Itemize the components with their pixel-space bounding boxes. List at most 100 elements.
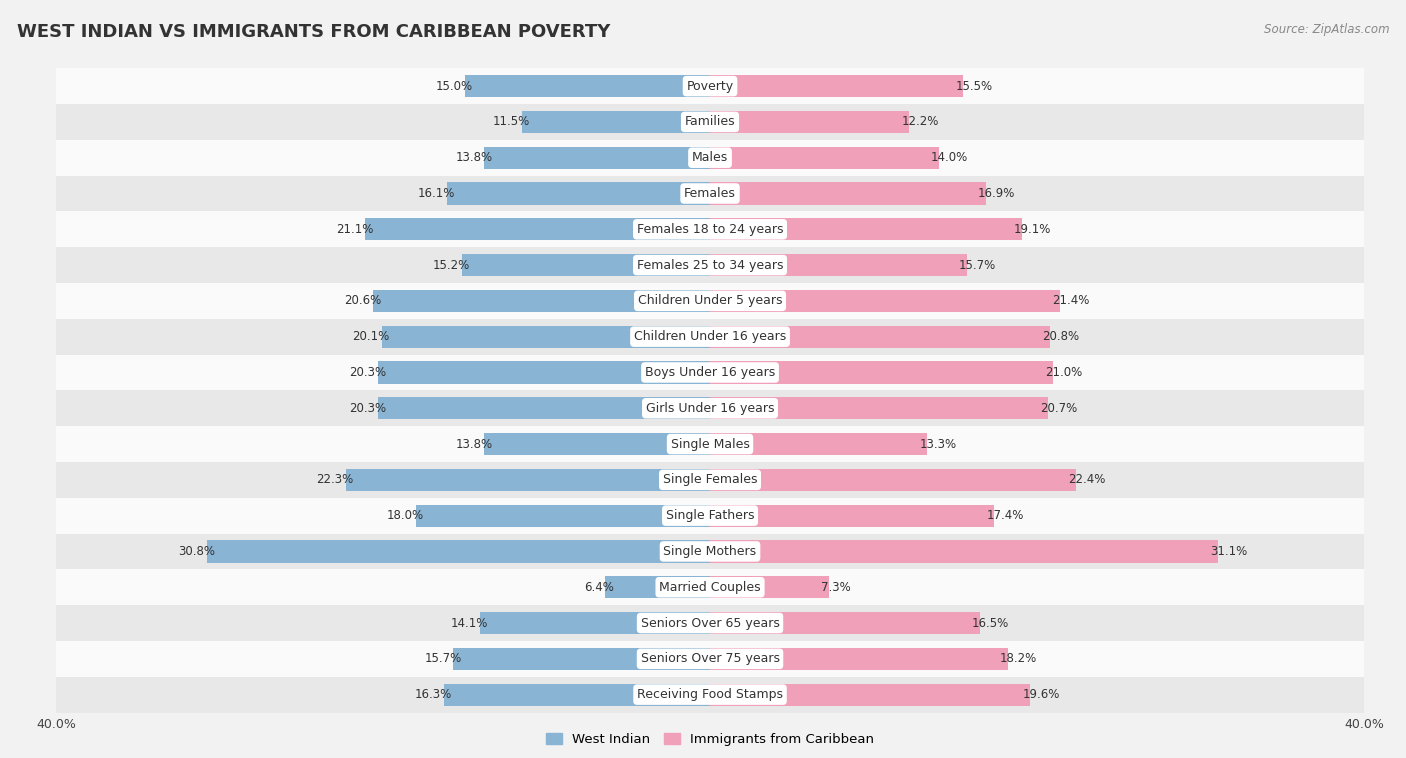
Text: 15.2%: 15.2%: [433, 258, 470, 271]
Text: Females 18 to 24 years: Females 18 to 24 years: [637, 223, 783, 236]
Bar: [485, 146, 710, 169]
Text: 15.0%: 15.0%: [436, 80, 472, 92]
Text: 17.4%: 17.4%: [986, 509, 1024, 522]
Text: 14.1%: 14.1%: [450, 616, 488, 630]
Text: 6.4%: 6.4%: [583, 581, 613, 594]
Text: Males: Males: [692, 151, 728, 164]
Text: 16.9%: 16.9%: [979, 187, 1015, 200]
Text: 19.1%: 19.1%: [1014, 223, 1052, 236]
Text: Seniors Over 65 years: Seniors Over 65 years: [641, 616, 779, 630]
Bar: [710, 576, 830, 598]
Bar: [416, 505, 710, 527]
Text: Poverty: Poverty: [686, 80, 734, 92]
Text: 20.6%: 20.6%: [344, 294, 381, 308]
Bar: [447, 183, 710, 205]
Bar: [710, 326, 1050, 348]
Text: 13.8%: 13.8%: [456, 151, 492, 164]
Bar: [710, 468, 1076, 491]
Bar: [374, 290, 710, 312]
Bar: [56, 104, 1364, 139]
Text: Receiving Food Stamps: Receiving Food Stamps: [637, 688, 783, 701]
Text: Females: Females: [685, 187, 735, 200]
Bar: [56, 176, 1364, 211]
Text: Source: ZipAtlas.com: Source: ZipAtlas.com: [1264, 23, 1389, 36]
Bar: [710, 684, 1031, 706]
Text: 13.8%: 13.8%: [456, 437, 492, 450]
Bar: [207, 540, 710, 562]
Bar: [479, 612, 710, 634]
Bar: [346, 468, 710, 491]
Bar: [453, 648, 710, 670]
Bar: [56, 641, 1364, 677]
Text: WEST INDIAN VS IMMIGRANTS FROM CARIBBEAN POVERTY: WEST INDIAN VS IMMIGRANTS FROM CARIBBEAN…: [17, 23, 610, 41]
Text: Girls Under 16 years: Girls Under 16 years: [645, 402, 775, 415]
Text: 19.6%: 19.6%: [1022, 688, 1060, 701]
Bar: [56, 355, 1364, 390]
Text: Children Under 16 years: Children Under 16 years: [634, 330, 786, 343]
Bar: [378, 397, 710, 419]
Text: 22.4%: 22.4%: [1069, 473, 1105, 487]
Text: 16.5%: 16.5%: [972, 616, 1008, 630]
Text: 20.3%: 20.3%: [349, 366, 387, 379]
Bar: [56, 534, 1364, 569]
Text: 16.3%: 16.3%: [415, 688, 451, 701]
Bar: [710, 111, 910, 133]
Bar: [710, 75, 963, 97]
Bar: [381, 326, 710, 348]
Bar: [710, 183, 986, 205]
Text: 16.1%: 16.1%: [418, 187, 456, 200]
Text: Married Couples: Married Couples: [659, 581, 761, 594]
Bar: [465, 75, 710, 97]
Text: 18.2%: 18.2%: [1000, 653, 1036, 666]
Text: 15.7%: 15.7%: [425, 653, 461, 666]
Text: Children Under 5 years: Children Under 5 years: [638, 294, 782, 308]
Text: 15.7%: 15.7%: [959, 258, 995, 271]
Text: 20.7%: 20.7%: [1040, 402, 1077, 415]
Text: 31.1%: 31.1%: [1211, 545, 1247, 558]
Bar: [710, 648, 1008, 670]
Bar: [710, 254, 967, 276]
Text: 12.2%: 12.2%: [901, 115, 939, 128]
Bar: [378, 362, 710, 384]
Text: Single Fathers: Single Fathers: [666, 509, 754, 522]
Bar: [56, 462, 1364, 498]
Bar: [56, 426, 1364, 462]
Bar: [710, 146, 939, 169]
Bar: [56, 569, 1364, 605]
Bar: [710, 218, 1022, 240]
Bar: [56, 390, 1364, 426]
Text: 30.8%: 30.8%: [177, 545, 215, 558]
Text: 13.3%: 13.3%: [920, 437, 956, 450]
Bar: [56, 498, 1364, 534]
Bar: [710, 290, 1060, 312]
Bar: [56, 211, 1364, 247]
Bar: [710, 505, 994, 527]
Text: 21.1%: 21.1%: [336, 223, 374, 236]
Text: 18.0%: 18.0%: [387, 509, 425, 522]
Bar: [56, 283, 1364, 319]
Bar: [366, 218, 710, 240]
Bar: [710, 612, 980, 634]
Bar: [710, 397, 1049, 419]
Bar: [56, 139, 1364, 176]
Bar: [56, 68, 1364, 104]
Text: 14.0%: 14.0%: [931, 151, 967, 164]
Bar: [710, 362, 1053, 384]
Text: 20.3%: 20.3%: [349, 402, 387, 415]
Text: Single Males: Single Males: [671, 437, 749, 450]
Text: 15.5%: 15.5%: [955, 80, 993, 92]
Text: Families: Families: [685, 115, 735, 128]
Bar: [444, 684, 710, 706]
Text: 22.3%: 22.3%: [316, 473, 354, 487]
Bar: [56, 605, 1364, 641]
Bar: [710, 540, 1219, 562]
Bar: [56, 319, 1364, 355]
Text: Females 25 to 34 years: Females 25 to 34 years: [637, 258, 783, 271]
Bar: [710, 433, 928, 455]
Legend: West Indian, Immigrants from Caribbean: West Indian, Immigrants from Caribbean: [541, 728, 879, 751]
Text: 21.4%: 21.4%: [1052, 294, 1090, 308]
Text: Seniors Over 75 years: Seniors Over 75 years: [641, 653, 779, 666]
Text: Single Mothers: Single Mothers: [664, 545, 756, 558]
Text: 20.1%: 20.1%: [353, 330, 389, 343]
Text: Boys Under 16 years: Boys Under 16 years: [645, 366, 775, 379]
